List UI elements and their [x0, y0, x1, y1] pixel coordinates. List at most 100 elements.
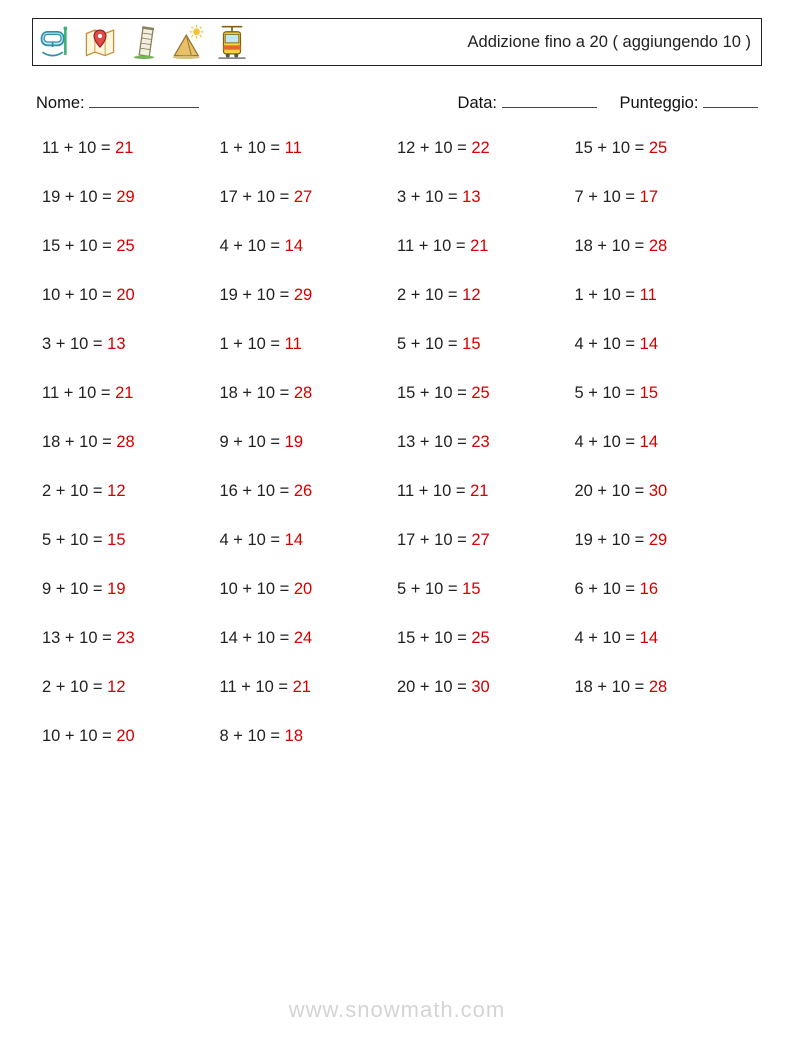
answer: 20	[116, 286, 134, 304]
worksheet-title: Addizione fino a 20 ( aggiungendo 10 )	[468, 33, 751, 52]
answer: 11	[640, 286, 657, 304]
answer: 25	[116, 237, 134, 255]
answer: 28	[294, 384, 312, 402]
score-label: Punteggio:	[620, 94, 699, 112]
answer: 12	[462, 286, 480, 304]
problem-cell: 15 + 10 = 25	[42, 237, 220, 256]
answer: 15	[640, 384, 658, 402]
snorkel-mask-icon	[39, 23, 73, 61]
problem-cell: 12 + 10 = 22	[397, 139, 575, 158]
answer: 19	[285, 433, 303, 451]
problem-cell: 20 + 10 = 30	[575, 482, 753, 501]
problem-cell: 8 + 10 = 18	[220, 727, 398, 746]
answer: 23	[471, 433, 489, 451]
answer: 21	[115, 384, 133, 402]
problem-cell: 10 + 10 = 20	[42, 286, 220, 305]
problem-cell: 20 + 10 = 30	[397, 678, 575, 697]
problem-cell: 5 + 10 = 15	[575, 384, 753, 403]
problem-cell: 11 + 10 = 21	[42, 139, 220, 158]
answer: 30	[649, 482, 667, 500]
problem-cell: 9 + 10 = 19	[220, 433, 398, 452]
answer: 15	[462, 580, 480, 598]
problem-cell: 3 + 10 = 13	[42, 335, 220, 354]
problem-cell: 9 + 10 = 19	[42, 580, 220, 599]
answer: 29	[649, 531, 667, 549]
problem-cell: 15 + 10 = 25	[397, 384, 575, 403]
tram-icon	[215, 23, 249, 61]
answer: 12	[107, 678, 125, 696]
answer: 18	[285, 727, 303, 745]
answer: 15	[462, 335, 480, 353]
problem-cell: 5 + 10 = 15	[42, 531, 220, 550]
answer: 25	[649, 139, 667, 157]
answer: 13	[107, 335, 125, 353]
answer: 16	[640, 580, 658, 598]
problem-cell: 19 + 10 = 29	[42, 188, 220, 207]
problem-cell: 11 + 10 = 21	[42, 384, 220, 403]
answer: 30	[471, 678, 489, 696]
answer: 25	[471, 629, 489, 647]
problem-cell: 18 + 10 = 28	[42, 433, 220, 452]
problem-cell: 16 + 10 = 26	[220, 482, 398, 501]
answer: 14	[640, 433, 658, 451]
answer: 11	[285, 335, 302, 353]
answer: 13	[462, 188, 480, 206]
problem-cell: 11 + 10 = 21	[220, 678, 398, 697]
answer: 29	[116, 188, 134, 206]
header-box: Addizione fino a 20 ( aggiungendo 10 )	[32, 18, 762, 66]
answer: 17	[640, 188, 658, 206]
answer: 28	[649, 237, 667, 255]
problem-cell: 7 + 10 = 17	[575, 188, 753, 207]
answer: 26	[294, 482, 312, 500]
problem-cell: 2 + 10 = 12	[42, 678, 220, 697]
problem-cell: 1 + 10 = 11	[220, 335, 398, 354]
answer: 22	[471, 139, 489, 157]
problem-cell: 6 + 10 = 16	[575, 580, 753, 599]
answer: 21	[115, 139, 133, 157]
problem-cell: 13 + 10 = 23	[42, 629, 220, 648]
problem-cell: 5 + 10 = 15	[397, 580, 575, 599]
answer: 14	[285, 237, 303, 255]
problem-cell: 2 + 10 = 12	[42, 482, 220, 501]
problem-cell: 5 + 10 = 15	[397, 335, 575, 354]
name-label: Nome:	[36, 94, 85, 112]
answer: 21	[293, 678, 311, 696]
answer: 24	[294, 629, 312, 647]
leaning-tower-icon	[127, 23, 161, 61]
date-label: Data:	[458, 94, 497, 112]
problem-cell: 3 + 10 = 13	[397, 188, 575, 207]
answer: 27	[294, 188, 312, 206]
answer: 28	[649, 678, 667, 696]
problem-cell: 11 + 10 = 21	[397, 237, 575, 256]
problem-cell: 17 + 10 = 27	[220, 188, 398, 207]
answer: 21	[470, 482, 488, 500]
meta-row: Nome: Data: Punteggio:	[32, 94, 762, 113]
problem-cell: 15 + 10 = 25	[397, 629, 575, 648]
problem-cell: 14 + 10 = 24	[220, 629, 398, 648]
answer: 11	[285, 139, 302, 157]
answer: 27	[471, 531, 489, 549]
answer: 23	[116, 629, 134, 647]
problem-cell: 11 + 10 = 21	[397, 482, 575, 501]
watermark: www.snowmath.com	[0, 997, 794, 1023]
answer: 25	[471, 384, 489, 402]
problem-cell: 19 + 10 = 29	[220, 286, 398, 305]
problem-cell: 19 + 10 = 29	[575, 531, 753, 550]
answer: 20	[116, 727, 134, 745]
problem-cell: 4 + 10 = 14	[575, 433, 753, 452]
answer: 14	[285, 531, 303, 549]
problem-cell: 1 + 10 = 11	[575, 286, 753, 305]
problem-cell: 4 + 10 = 14	[575, 335, 753, 354]
problem-cell: 18 + 10 = 28	[575, 237, 753, 256]
problem-cell: 18 + 10 = 28	[575, 678, 753, 697]
answer: 12	[107, 482, 125, 500]
problem-cell: 1 + 10 = 11	[220, 139, 398, 158]
answer: 19	[107, 580, 125, 598]
score-blank	[703, 104, 758, 108]
date-blank	[502, 104, 597, 108]
problem-cell: 2 + 10 = 12	[397, 286, 575, 305]
problems-grid: 11 + 10 = 211 + 10 = 1112 + 10 = 2215 + …	[32, 139, 762, 746]
problem-cell: 17 + 10 = 27	[397, 531, 575, 550]
pyramid-sun-icon	[171, 23, 205, 61]
answer: 29	[294, 286, 312, 304]
